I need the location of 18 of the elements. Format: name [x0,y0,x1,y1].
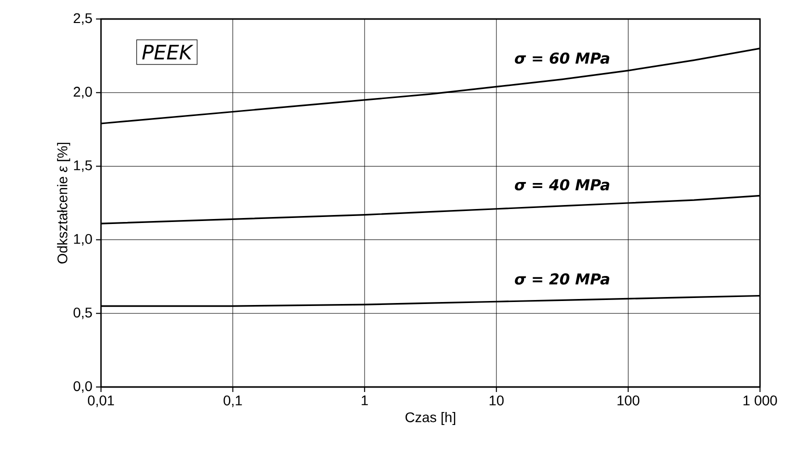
y-tick-label: 2,5 [74,13,92,25]
series-label: σ = 60 MPa [514,52,610,64]
y-tick-label: 2,0 [74,86,92,98]
y-axis-title: Odkształcenie ε [%] [57,142,70,264]
y-tick-label: 0,0 [74,381,92,393]
series-label: σ = 20 MPa [514,273,610,285]
x-tick-label: 1 [362,396,368,406]
y-tick-label: 1,0 [74,234,92,246]
x-tick-label: 0,01 [88,396,114,408]
y-tick-label: 1,5 [74,160,92,172]
x-tick-label: 1 000 [744,396,777,406]
x-tick-label: 0,1 [224,396,242,408]
x-tick-label: 100 [618,396,640,406]
y-tick-label: 0,5 [74,308,92,320]
series-label: σ = 40 MPa [514,179,610,190]
annotation: PEEK [142,44,194,60]
x-axis-title: Czas [h] [406,412,456,426]
x-tick-label: 10 [490,396,504,406]
